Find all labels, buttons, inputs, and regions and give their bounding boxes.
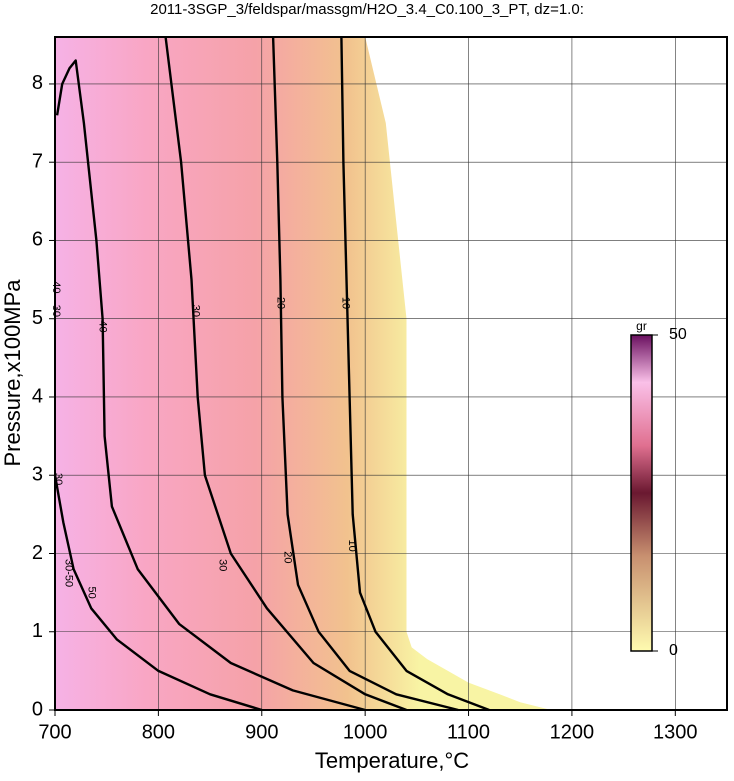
y-tick-label: 0 — [32, 698, 43, 720]
chart-title: 2011-3SGP_3/feldspar/massgm/H2O_3.4_C0.1… — [150, 1, 584, 18]
contour-label: 50 — [85, 586, 97, 598]
y-tick-label: 4 — [32, 385, 43, 407]
y-tick-label: 8 — [32, 72, 43, 94]
x-tick-label: 800 — [142, 721, 175, 743]
contour-line — [55, 59, 366, 712]
contour-line — [53, 474, 263, 712]
colorbar-tick-label: 50 — [669, 326, 687, 343]
plot-frame — [54, 36, 728, 711]
y-tick-label: 6 — [32, 229, 43, 251]
contour-label: 10 — [346, 540, 358, 552]
contour-line — [340, 36, 490, 712]
filled-region — [55, 37, 552, 710]
contour-line — [164, 36, 407, 712]
x-tick-label: 900 — [245, 721, 278, 743]
x-axis-label: Temperature,°C — [315, 748, 469, 773]
contour-label: 30-50 — [63, 559, 75, 587]
contour-label: 20 — [282, 551, 294, 563]
y-axis-label: Pressure,x100MPa — [0, 279, 25, 467]
contour-label: 30 — [217, 559, 229, 571]
contour-label: 30 — [190, 305, 202, 317]
colorbar-tick-label: 0 — [669, 642, 678, 659]
x-tick-label: 1200 — [550, 721, 595, 743]
contour-label: 10 — [340, 297, 352, 309]
y-tick-label: 5 — [32, 307, 43, 329]
contour-line — [271, 36, 459, 712]
contour-label: 30 — [50, 305, 62, 317]
y-tick-label: 7 — [32, 150, 43, 172]
y-tick-label: 2 — [32, 542, 43, 564]
x-tick-label: 1000 — [343, 721, 388, 743]
contour-label: 20 — [274, 297, 286, 309]
colorbar — [630, 334, 653, 652]
colorbar-label: gr — [636, 319, 647, 333]
x-tick-label: 1100 — [447, 721, 490, 743]
contour-label: 40 — [50, 281, 62, 293]
x-tick-label: 1300 — [653, 721, 698, 743]
x-tick-label: 700 — [38, 721, 71, 743]
contour-label: 40 — [97, 320, 109, 332]
y-tick-label: 1 — [32, 620, 43, 642]
y-tick-label: 3 — [32, 464, 43, 486]
